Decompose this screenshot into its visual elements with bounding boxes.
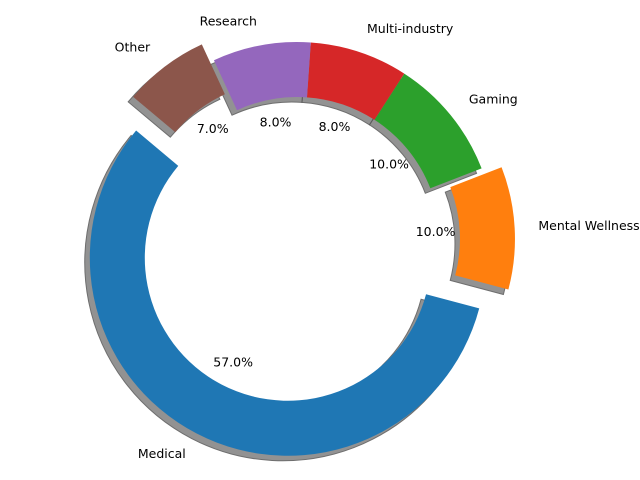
slice-pct-research: 8.0% [260,115,292,130]
slice-label-gaming: Gaming [469,91,518,106]
slice-mental-wellness [450,167,515,290]
slice-label-mental-wellness: Mental Wellness [538,218,639,233]
slice-pct-mental-wellness: 10.0% [416,224,456,239]
slice-layer [89,42,515,456]
slice-label-medical: Medical [138,446,186,461]
label-layer: Medical 57.0% Mental Wellness 10.0% Gaming 10… [115,13,640,461]
slice-label-research: Research [200,13,257,28]
slice-medical [89,130,480,456]
slice-multi-industry [306,42,405,120]
slice-pct-other: 7.0% [197,121,229,136]
slice-gaming [374,73,482,189]
slice-label-other: Other [115,39,151,54]
slice-research [213,42,311,111]
slice-other [133,44,225,133]
slice-pct-gaming: 10.0% [369,156,409,171]
slice-label-multi-industry: Multi-industry [367,21,454,36]
slice-pct-multi-industry: 8.0% [319,119,351,134]
slice-pct-medical: 57.0% [213,355,253,370]
